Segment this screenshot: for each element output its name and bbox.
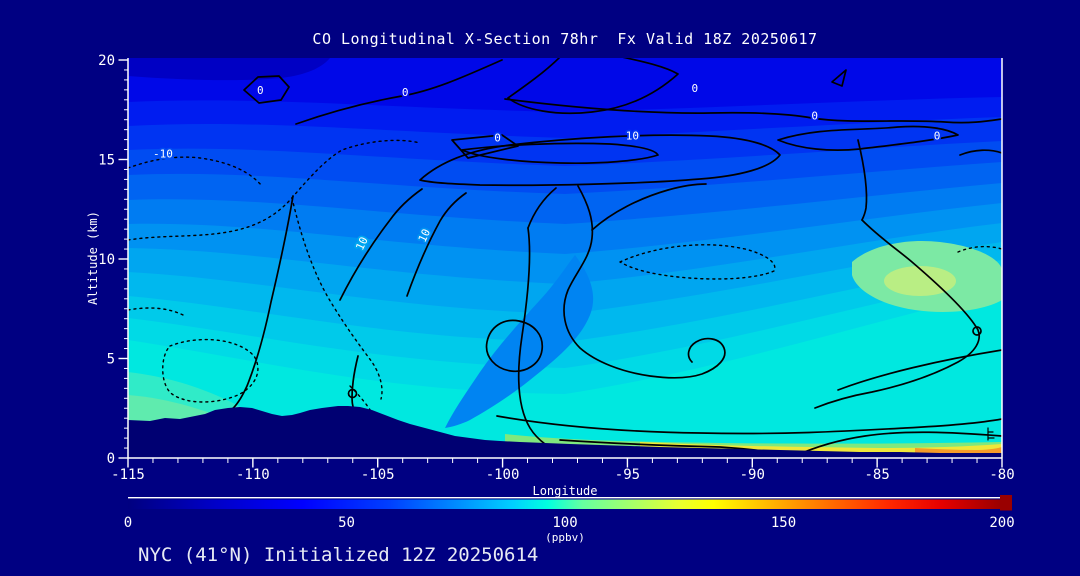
colorbar-tick-label: 50 xyxy=(338,515,355,531)
x-tick-label: -115 xyxy=(111,467,145,483)
x-tick-label: -110 xyxy=(236,467,270,483)
colorbar-gradient-strip xyxy=(128,499,1002,509)
colorbar-tick-label: 150 xyxy=(771,515,796,531)
colorbar: 0 50 100 150 200 (ppbv) xyxy=(124,495,1015,544)
y-tick-label: 15 xyxy=(98,153,115,169)
x-tick-label: -90 xyxy=(740,467,765,483)
y-tick-label: 20 xyxy=(98,53,115,69)
colorbar-tick-label: 200 xyxy=(989,515,1014,531)
y-tick-label: 10 xyxy=(98,252,115,268)
chart-title: CO Longitudinal X-Section 78hr Fx Valid … xyxy=(312,30,818,48)
contour-value-label: 0 xyxy=(692,82,699,95)
axes xyxy=(127,58,1003,459)
contour-value-label: 0 xyxy=(257,84,264,97)
colorbar-end-cap xyxy=(1000,495,1012,511)
colorbar-tick-labels: 0 50 100 150 200 xyxy=(124,515,1015,531)
y-tick-label: 5 xyxy=(107,352,115,368)
y-tick-label: 0 xyxy=(107,451,115,467)
x-tick-label: -105 xyxy=(361,467,395,483)
contour-fill-layer xyxy=(128,58,1002,458)
x-axis-ticks xyxy=(127,458,1003,468)
colorbar-units-label: (ppbv) xyxy=(545,531,585,544)
contour-value-label: 10 xyxy=(626,130,639,143)
contour-value-label: -10 xyxy=(153,148,173,161)
terrain-silhouette xyxy=(128,406,1002,458)
colorbar-tick-label: 0 xyxy=(124,515,132,531)
x-tick-label: -95 xyxy=(615,467,640,483)
contour-value-label: 0 xyxy=(402,86,409,99)
x-axis-tick-labels: -115 -110 -105 -100 -95 -90 -85 -80 xyxy=(111,467,1015,483)
x-tick-label: -100 xyxy=(486,467,520,483)
x-tick-label: -85 xyxy=(864,467,889,483)
contour-value-label: 0 xyxy=(494,132,501,145)
contour-value-label: 0 xyxy=(811,110,818,123)
contour-value-label: 0 xyxy=(934,130,941,143)
x-axis-title: Longitude xyxy=(532,484,597,498)
colorbar-top-line xyxy=(128,497,1002,499)
negative-contours xyxy=(128,139,1002,414)
colorbar-tick-label: 100 xyxy=(552,515,577,531)
x-tick-label: -80 xyxy=(989,467,1014,483)
init-info-text: NYC (41°N) Initialized 12Z 20250614 xyxy=(138,544,539,566)
y-axis-title: Altitude (km) xyxy=(86,211,100,305)
y-axis-tick-labels: 0 5 10 15 20 xyxy=(98,53,115,467)
y-axis-ticks xyxy=(118,59,128,459)
